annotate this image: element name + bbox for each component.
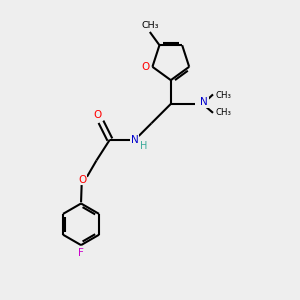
Text: O: O [94,110,102,120]
Text: CH₃: CH₃ [216,91,232,100]
Text: N: N [131,135,138,145]
Text: O: O [142,62,150,72]
Text: F: F [78,248,84,258]
Text: N: N [200,97,208,107]
Text: CH₃: CH₃ [216,108,232,117]
Text: O: O [79,175,87,185]
Text: H: H [140,140,148,151]
Text: CH₃: CH₃ [142,21,159,30]
